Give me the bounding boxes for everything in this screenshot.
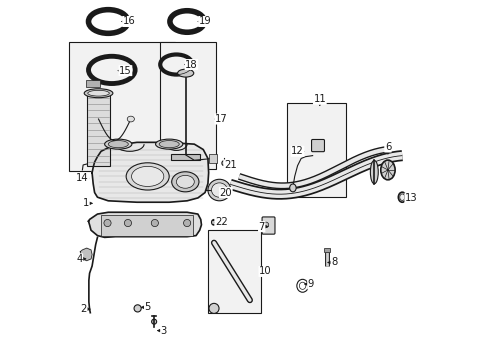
Bar	[160, 42, 215, 169]
Bar	[101, 215, 192, 235]
Text: 13: 13	[404, 193, 417, 203]
Text: 14: 14	[76, 173, 88, 183]
Polygon shape	[80, 248, 92, 261]
Ellipse shape	[211, 183, 227, 197]
Ellipse shape	[159, 140, 179, 148]
Bar	[171, 154, 200, 160]
Text: 18: 18	[185, 59, 197, 69]
Ellipse shape	[380, 160, 394, 180]
Text: 15: 15	[119, 66, 132, 76]
Text: 6: 6	[384, 142, 390, 152]
Text: 12: 12	[290, 146, 304, 156]
Bar	[69, 42, 174, 171]
Ellipse shape	[183, 220, 190, 226]
Ellipse shape	[84, 89, 113, 98]
Polygon shape	[92, 142, 208, 202]
Bar	[207, 230, 260, 313]
Bar	[208, 154, 216, 163]
FancyBboxPatch shape	[262, 217, 274, 234]
Ellipse shape	[208, 303, 219, 314]
Bar	[86, 94, 110, 166]
Ellipse shape	[108, 140, 128, 148]
Ellipse shape	[399, 194, 404, 201]
Text: 10: 10	[259, 266, 271, 276]
Bar	[324, 248, 329, 252]
Ellipse shape	[171, 172, 199, 192]
Ellipse shape	[88, 90, 109, 96]
Ellipse shape	[369, 161, 378, 184]
Text: 21: 21	[224, 160, 236, 170]
Bar	[286, 103, 345, 197]
Ellipse shape	[151, 220, 158, 226]
Text: 17: 17	[214, 114, 227, 124]
Text: 20: 20	[219, 188, 232, 198]
Ellipse shape	[177, 69, 193, 77]
Ellipse shape	[207, 179, 230, 201]
Ellipse shape	[289, 184, 296, 192]
Text: 8: 8	[330, 257, 337, 267]
Text: 7: 7	[258, 222, 264, 231]
Ellipse shape	[104, 139, 132, 149]
Ellipse shape	[134, 305, 141, 312]
Text: 9: 9	[307, 279, 313, 289]
Ellipse shape	[104, 220, 111, 226]
Ellipse shape	[222, 161, 225, 166]
Text: 22: 22	[214, 217, 227, 227]
Ellipse shape	[131, 166, 163, 186]
Text: 3: 3	[161, 325, 166, 336]
Bar	[86, 80, 100, 87]
FancyBboxPatch shape	[311, 139, 324, 152]
Text: 5: 5	[144, 302, 151, 312]
Ellipse shape	[398, 192, 406, 202]
Text: 2: 2	[81, 304, 87, 314]
Ellipse shape	[263, 222, 268, 228]
Ellipse shape	[176, 175, 194, 188]
Ellipse shape	[127, 116, 134, 122]
Text: 11: 11	[313, 94, 325, 104]
Text: 1: 1	[82, 198, 89, 208]
Ellipse shape	[124, 220, 131, 226]
Text: 19: 19	[198, 17, 211, 27]
Text: 16: 16	[122, 17, 135, 27]
Text: 4: 4	[76, 254, 82, 264]
Ellipse shape	[211, 220, 216, 225]
Ellipse shape	[155, 139, 183, 149]
Ellipse shape	[151, 319, 156, 324]
Polygon shape	[88, 212, 201, 237]
Ellipse shape	[126, 163, 169, 190]
